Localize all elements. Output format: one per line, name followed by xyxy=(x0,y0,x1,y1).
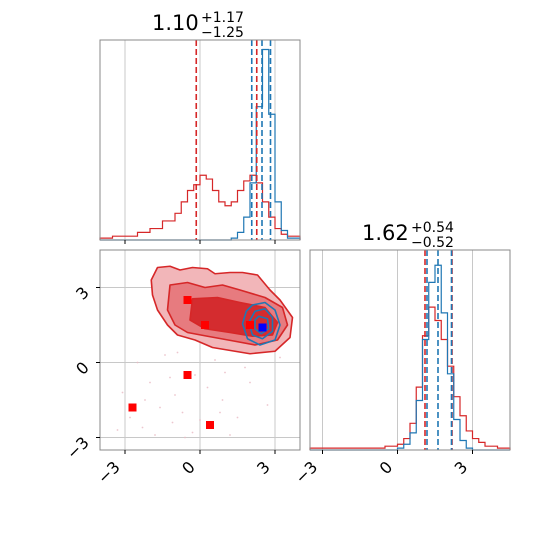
sample-point xyxy=(221,399,224,401)
red-marker xyxy=(183,371,192,379)
title-param-1-minus: −1.25 xyxy=(201,25,244,41)
sample-point xyxy=(244,366,246,369)
x-tick-label: −3 xyxy=(94,457,124,487)
red-marker xyxy=(128,403,137,412)
sample-point xyxy=(219,411,221,414)
x-tick-label: 3 xyxy=(451,457,472,478)
red-marker xyxy=(183,296,192,304)
title-param-2-value: 1.62 xyxy=(362,221,409,245)
sample-point xyxy=(169,376,171,379)
marginal-histogram-param-2: −3 0 3 xyxy=(291,249,511,488)
sample-point xyxy=(279,356,281,359)
histogram-series-0 xyxy=(99,174,301,240)
sample-point xyxy=(206,386,209,389)
red-marker xyxy=(201,321,209,329)
x-tick-label: 3 xyxy=(253,457,274,478)
sample-point xyxy=(181,411,184,414)
y-tick-label: −3 xyxy=(63,433,93,463)
x-tick-label: −3 xyxy=(291,457,321,487)
x-tick-label: 0 xyxy=(376,457,397,478)
red-marker xyxy=(206,421,214,429)
histogram-series-0 xyxy=(309,306,511,450)
sample-point xyxy=(214,359,216,361)
sample-point xyxy=(116,429,119,431)
histogram-series-1 xyxy=(310,264,510,451)
sample-point xyxy=(154,434,156,436)
sample-point xyxy=(144,399,146,401)
sample-point xyxy=(121,391,124,394)
sample-point xyxy=(141,426,144,429)
title-param-2-minus: −0.52 xyxy=(411,235,454,251)
sample-point xyxy=(229,434,231,436)
sample-point xyxy=(171,421,174,424)
blue-contour-0 xyxy=(241,301,281,346)
title-param-1-plus: +1.17 xyxy=(201,10,244,26)
red-marker xyxy=(246,321,254,329)
sample-point xyxy=(176,351,179,354)
y-tick-label: 3 xyxy=(72,283,93,304)
sample-point xyxy=(136,361,139,364)
sample-point xyxy=(159,406,161,409)
y-tick-label: 0 xyxy=(72,358,93,379)
blue-marker xyxy=(258,323,267,332)
sample-point xyxy=(129,416,131,419)
sample-point xyxy=(224,371,226,374)
sample-point xyxy=(191,431,194,434)
sample-point xyxy=(249,381,251,384)
sample-point xyxy=(149,381,151,384)
x-tick-label: 0 xyxy=(178,457,199,478)
sample-point xyxy=(236,416,239,419)
title-param-1-value: 1.10 xyxy=(152,11,199,35)
joint-contour-plot: −3 0 3 −3 0 3 xyxy=(63,249,301,488)
sample-point xyxy=(194,374,196,376)
sample-point xyxy=(174,394,176,396)
sample-point xyxy=(266,404,269,406)
sample-point xyxy=(164,354,166,356)
sample-point xyxy=(199,419,201,421)
marginal-histogram-param-1 xyxy=(99,39,301,244)
title-param-2-plus: +0.54 xyxy=(411,220,454,236)
blue-contour-2 xyxy=(254,315,270,335)
panel-frame xyxy=(309,249,511,451)
sample-point xyxy=(184,436,186,439)
